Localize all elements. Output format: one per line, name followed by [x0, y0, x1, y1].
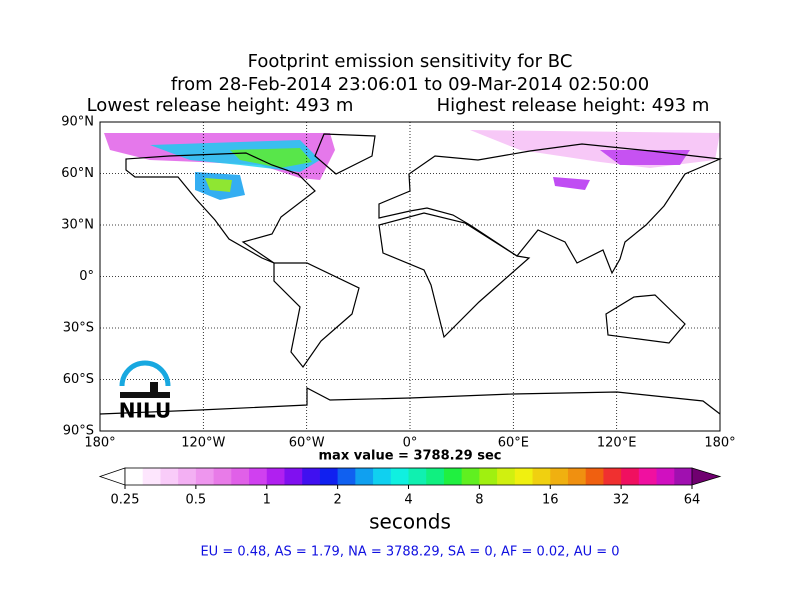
colorbar-swatch — [249, 468, 268, 485]
colorbar-swatch — [355, 468, 374, 485]
regional-summary: EU = 0.48, AS = 1.79, NA = 3788.29, SA =… — [200, 545, 619, 560]
title-line: from 28-Feb-2014 23:06:01 to 09-Mar-2014… — [171, 74, 649, 95]
footprint-area — [553, 177, 590, 190]
colorbar-swatch — [373, 468, 392, 485]
colorbar-swatch — [142, 468, 161, 485]
x-tick-label: 180° — [704, 436, 735, 451]
max-value: max value = 3788.29 sec — [319, 449, 502, 464]
colorbar-swatch — [408, 468, 427, 485]
colorbar-label: seconds — [369, 510, 451, 534]
colorbar-swatch — [284, 468, 303, 485]
colorbar-swatch — [514, 468, 534, 485]
colorbar-swatch — [603, 468, 622, 485]
colorbar-swatch — [479, 468, 498, 485]
colorbar-swatch — [497, 468, 516, 485]
x-tick-label: 180° — [84, 436, 115, 451]
colorbar-swatch — [231, 468, 250, 485]
y-tick-label: 60°N — [61, 166, 94, 181]
colorbar-tick-label: 2 — [333, 493, 341, 508]
colorbar-tick-label: 8 — [475, 493, 483, 508]
colorbar-tick-label: 32 — [613, 493, 630, 508]
antarctica — [99, 387, 721, 415]
release-height: Lowest release height: 493 m — [87, 95, 354, 116]
colorbar: 0.25 0.5 1 2 4 8 16 32 64 — [98, 467, 722, 508]
y-tick-label: 30°S — [63, 321, 94, 336]
colorbar-swatch — [266, 468, 285, 485]
logo: NILU — [119, 360, 171, 423]
x-tick-label: 60°E — [498, 436, 529, 451]
colorbar-swatch — [302, 468, 321, 485]
footprint-area — [205, 178, 232, 192]
colorbar-swatch — [319, 468, 339, 485]
title-line: Footprint emission sensitivity for BC — [248, 51, 573, 72]
colorbar-tick-label: 16 — [542, 493, 559, 508]
footprint-area — [600, 150, 690, 165]
colorbar-swatch — [390, 468, 409, 485]
release-height: Highest release height: 493 m — [437, 95, 710, 116]
colorbar-tick-label: 4 — [404, 493, 412, 508]
colorbar-swatch — [213, 468, 232, 485]
x-tick-label: 60°W — [289, 436, 325, 451]
y-tick-label: 60°S — [63, 372, 94, 387]
colorbar-swatch — [178, 468, 197, 485]
africa — [378, 212, 531, 339]
colorbar-tick-label: 1 — [263, 493, 271, 508]
north-america — [125, 152, 316, 264]
colorbar-swatch — [567, 468, 587, 485]
colorbar-tick-label: 64 — [684, 493, 701, 508]
colorbar-swatch — [550, 468, 569, 485]
australia — [605, 294, 686, 344]
colorbar-tick-label: 0.25 — [111, 493, 140, 508]
y-tick-label: 0° — [79, 269, 94, 284]
x-tick-label: 120°W — [181, 436, 225, 451]
coastlines — [99, 133, 723, 415]
colorbar-swatch — [621, 468, 640, 485]
colorbar-swatch — [585, 468, 604, 485]
south-america — [273, 262, 360, 369]
colorbar-swatch — [337, 468, 356, 485]
footprint-area — [230, 148, 312, 168]
x-tick-label: 0° — [403, 436, 418, 451]
map-frame — [99, 121, 721, 432]
colorbar-tick-label: 0.5 — [186, 493, 207, 508]
logo-skyline — [120, 392, 170, 398]
eurasia — [378, 143, 723, 275]
colorbar-swatch — [532, 468, 551, 485]
logo-arc — [119, 360, 171, 387]
logo-skyline — [150, 382, 158, 394]
colorbar-swatch — [656, 468, 675, 485]
x-tick-label: 120°E — [597, 436, 637, 451]
colorbar-swatch — [461, 468, 480, 485]
colorbar-swatch — [195, 468, 215, 485]
greenland — [314, 133, 376, 175]
colorbar-swatch — [125, 468, 144, 485]
colorbar-swatch — [443, 468, 463, 485]
y-tick-label: 30°N — [61, 218, 94, 233]
colorbar-swatch — [638, 468, 658, 485]
footprint — [104, 130, 720, 200]
logo-text: NILU — [119, 399, 171, 423]
colorbar-swatch — [160, 468, 179, 485]
colorbar-swatch — [674, 468, 693, 485]
y-tick-label: 90°N — [61, 115, 94, 130]
colorbar-swatch — [426, 468, 445, 485]
y-tick-label: 90°S — [63, 424, 94, 439]
